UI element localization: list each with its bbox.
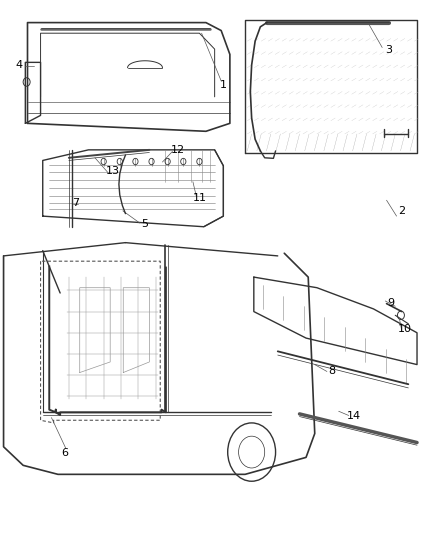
Text: 9: 9	[387, 297, 395, 308]
Text: 1: 1	[220, 80, 227, 90]
Text: 10: 10	[398, 324, 412, 334]
Text: 4: 4	[15, 60, 22, 70]
Text: 2: 2	[398, 206, 405, 216]
Text: 12: 12	[170, 145, 185, 155]
Text: 8: 8	[328, 367, 336, 376]
Text: 11: 11	[192, 192, 206, 203]
Text: 7: 7	[72, 198, 79, 208]
Text: 6: 6	[61, 448, 68, 458]
Text: 5: 5	[141, 219, 148, 229]
Text: 14: 14	[347, 411, 361, 421]
Text: 3: 3	[385, 45, 392, 55]
Text: 13: 13	[106, 166, 120, 176]
